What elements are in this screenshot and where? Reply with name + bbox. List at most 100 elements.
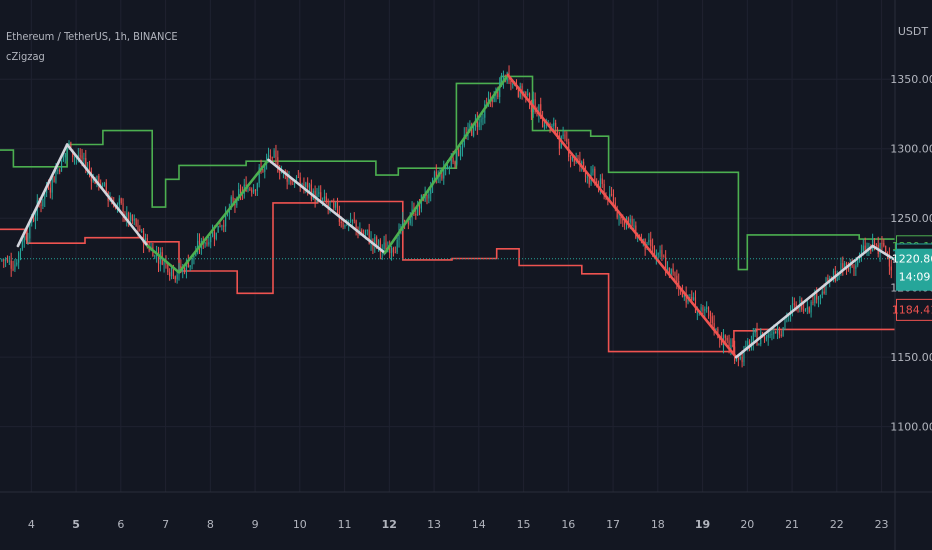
candle-body [10,260,12,269]
candle-body [592,168,594,173]
candle-body [407,223,409,225]
candle-body [711,316,713,324]
candle-body [208,242,210,245]
candle-body [704,308,706,311]
candle-body [735,358,738,361]
candle-body [368,229,370,244]
candle-body [221,225,223,227]
candle-body [25,235,27,240]
candle-body [308,184,311,188]
candle-body [588,176,590,185]
candle-body [206,242,208,245]
candlestick-series [1,65,892,368]
candle-body [122,203,124,214]
candle-body [189,265,191,268]
candle-body [661,250,663,257]
candle-body [741,356,743,363]
candle-body [562,134,564,137]
time-axis[interactable]: 4 5 6 7 8 9 10 11 12 13 14 15 16 17 18 19 20 21 22 23 [0,491,932,531]
candle-body [517,86,519,98]
candle-body [849,264,851,270]
candle-body [577,157,579,159]
candle-body [204,242,206,245]
candle-body [428,193,430,199]
candle-body [650,239,652,247]
time-tick-label: 4 [28,518,35,531]
candle-body [340,221,342,224]
candle-body [184,267,186,273]
candle-body [700,307,702,311]
candle-body [745,345,747,348]
candle-body [793,303,795,305]
zigzag-segment [267,158,387,255]
candle-body [251,189,253,193]
candle-body [21,242,23,249]
time-tick-label: 16 [561,518,575,531]
candle-body [303,184,305,188]
candle-body [223,225,225,227]
candle-body [355,220,357,229]
bar-countdown-label: 14:09 [899,271,931,284]
candle-body [510,80,512,84]
candle-body [579,158,581,164]
candle-body [96,175,98,184]
candle-body [3,259,5,261]
candle-body [747,341,749,346]
candle-body [633,225,635,227]
candle-body [769,334,771,336]
candle-body [236,199,238,206]
candle-body [543,124,546,128]
candle-body [55,170,57,183]
zigzag-segment [734,244,874,359]
candle-body [890,266,892,271]
candle-body [791,303,794,310]
candle-body [775,331,777,334]
channel-bands [0,75,895,353]
zigzag-segment [383,73,510,255]
candle-body [542,118,544,128]
candle-body [88,168,91,172]
candle-body [238,189,240,200]
symbol-legend[interactable]: Ethereum / TetherUS, 1h, BINANCE [6,30,178,43]
candle-body [225,213,227,227]
candle-body [217,225,219,233]
candle-body [838,272,840,278]
candle-body [391,248,393,254]
candle-body [441,174,443,179]
candle-body [814,291,816,303]
candle-body [129,215,132,221]
candle-body [696,312,698,314]
candle-body [616,208,618,218]
candle-body [555,122,557,128]
candle-body [280,171,283,173]
candle-body [64,153,66,158]
candle-body [178,265,180,275]
price-tick-label: 1300.00 [890,143,932,156]
candle-body [264,164,266,172]
candle-body [620,216,622,219]
candle-body [126,212,128,221]
candle-body [292,183,294,185]
time-tick-label: 8 [207,518,214,531]
candle-body [267,155,270,157]
candle-body [141,230,143,232]
candle-body [851,264,853,267]
candle-body [812,301,814,303]
candle-body [706,307,708,309]
candle-body [860,251,862,254]
candle-body [197,240,199,253]
study-legend[interactable]: cZigzag [6,50,45,63]
candle-body [439,174,441,177]
candle-body [583,161,585,167]
candle-body [454,161,456,165]
candle-body [279,171,281,173]
zigzag-segment [65,143,149,248]
candle-body [795,304,797,307]
candle-body [19,248,22,253]
candle-body [8,260,10,262]
candle-body [873,238,876,245]
candle-body [521,85,523,95]
candle-body [683,293,685,298]
candle-body [98,175,100,185]
